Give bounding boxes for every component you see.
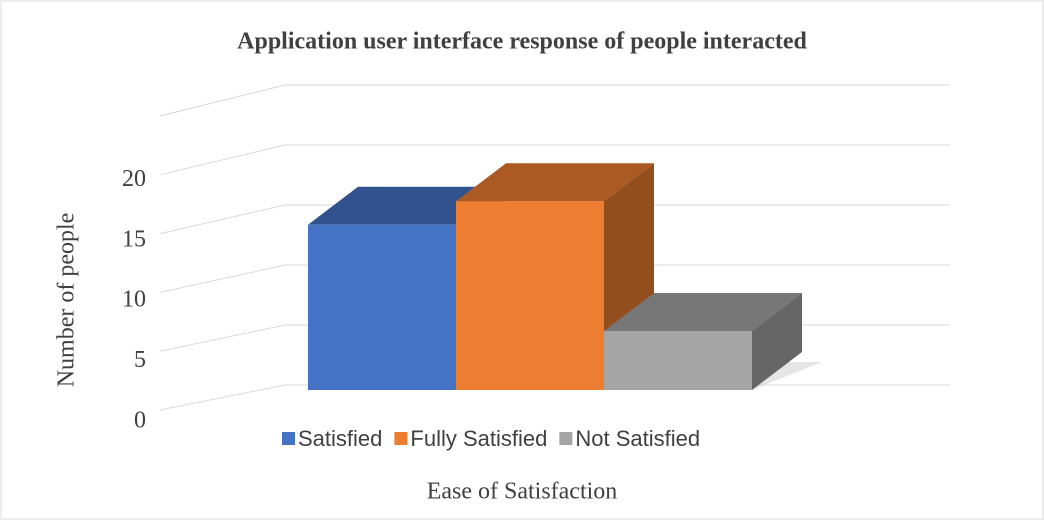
bar-top bbox=[456, 163, 654, 202]
legend-label: Fully Satisfied bbox=[410, 426, 547, 451]
chart-title: Application user interface response of p… bbox=[237, 29, 807, 55]
legend-swatch bbox=[394, 432, 408, 445]
bar-top bbox=[604, 293, 802, 331]
legend-label: Satisfied bbox=[298, 426, 382, 451]
grid-line bbox=[159, 384, 286, 411]
x-axis-title: Ease of Satisfaction bbox=[427, 479, 618, 505]
grid-line bbox=[159, 264, 286, 293]
bar bbox=[308, 224, 456, 390]
grid-line bbox=[159, 84, 286, 117]
legend-label: Not Satisfied bbox=[575, 426, 700, 451]
y-tick-label: 0 bbox=[134, 408, 146, 434]
grid-line bbox=[159, 324, 286, 352]
grid-line bbox=[159, 144, 286, 176]
y-tick-label: 10 bbox=[122, 287, 146, 313]
y-tick-label: 5 bbox=[134, 347, 146, 373]
y-axis-title: Number of people bbox=[54, 213, 80, 388]
y-tick-label: 15 bbox=[122, 226, 146, 252]
bar-side bbox=[752, 293, 802, 390]
legend-swatch bbox=[559, 432, 573, 445]
grid-line bbox=[159, 204, 286, 235]
bar bbox=[456, 201, 604, 390]
legend-swatch bbox=[282, 432, 295, 445]
bar bbox=[604, 331, 752, 390]
y-tick-label: 20 bbox=[122, 166, 146, 192]
